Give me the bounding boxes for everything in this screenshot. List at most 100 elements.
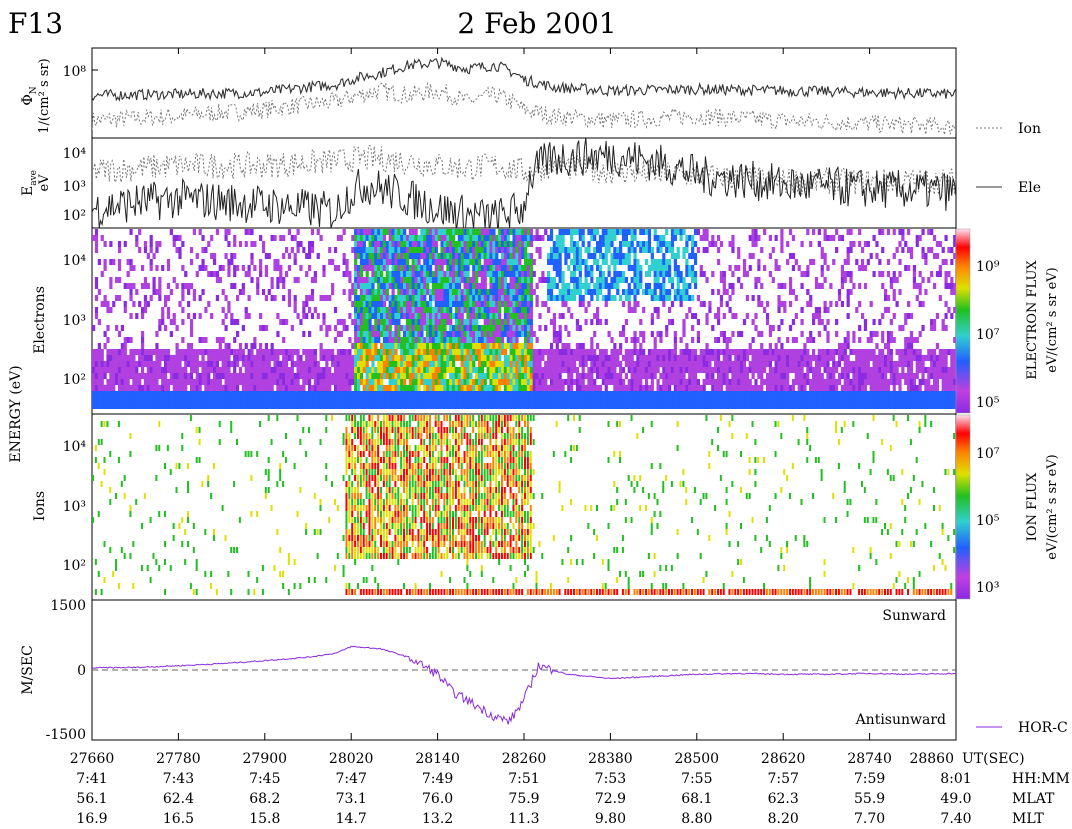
electron-flux-cell <box>123 337 127 343</box>
electron-flux-cell <box>270 379 274 385</box>
electron-flux-cell <box>388 403 392 409</box>
electron-flux-cell <box>449 247 453 253</box>
electron-flux-cell <box>823 253 827 259</box>
electron-flux-cell <box>771 325 775 331</box>
electron-flux-cell <box>486 397 490 403</box>
electron-flux-cell <box>408 289 412 295</box>
electron-flux-cell <box>227 307 231 313</box>
electron-flux-cell <box>691 385 695 391</box>
electron-flux-cell <box>463 355 467 361</box>
electron-flux-cell <box>371 265 375 271</box>
electron-flux-cell <box>688 349 692 355</box>
electron-flux-cell <box>140 265 145 271</box>
electron-flux-cell <box>129 391 133 397</box>
electron-flux-cell <box>207 379 211 385</box>
electron-flux-cell <box>598 391 603 397</box>
electron-flux-cell <box>716 385 721 391</box>
electron-flux-cell <box>172 385 176 391</box>
electron-flux-cell <box>437 403 441 409</box>
electron-flux-cell <box>325 331 329 337</box>
electron-flux-cell <box>541 277 545 283</box>
electron-flux-cell <box>411 241 415 247</box>
electron-flux-cell <box>691 325 695 331</box>
electron-flux-cell <box>400 325 404 331</box>
electron-flux-cell <box>613 343 617 349</box>
electron-flux-cell <box>621 391 626 397</box>
electron-flux-cell <box>521 325 525 331</box>
electron-flux-cell <box>659 289 663 295</box>
electron-flux-cell <box>665 295 669 301</box>
electron-flux-cell <box>524 313 528 319</box>
electron-flux-cell <box>564 397 568 403</box>
electron-flux-cell <box>800 307 804 313</box>
electron-flux-cell <box>564 343 568 349</box>
electron-flux-cell <box>774 391 778 397</box>
electron-flux-cell <box>264 349 268 355</box>
electron-flux-cell <box>394 397 398 403</box>
electron-flux-cell <box>774 349 778 355</box>
electron-flux-cell <box>452 385 456 391</box>
electron-flux-cell <box>354 307 358 313</box>
electron-flux-cell <box>236 331 240 337</box>
electron-flux-cell <box>411 307 415 313</box>
electron-flux-cell <box>181 307 185 313</box>
electron-flux-cell <box>155 349 159 355</box>
electron-flux-cell <box>619 295 623 301</box>
electron-flux-cell <box>708 403 712 409</box>
electron-flux-cell <box>94 241 99 247</box>
electron-flux-cell <box>362 355 366 361</box>
electron-flux-cell <box>336 361 340 367</box>
electron-flux-cell <box>826 235 830 241</box>
electron-flux-cell <box>382 247 387 253</box>
electron-flux-cell <box>751 391 755 397</box>
electron-flux-cell <box>526 313 531 319</box>
electron-flux-cell <box>420 379 424 385</box>
electron-flux-cell <box>460 325 464 331</box>
electron-flux-cell <box>541 391 545 397</box>
electron-flux-cell <box>572 367 577 373</box>
electron-flux-cell <box>578 259 582 265</box>
electron-flux-cell <box>771 247 775 253</box>
electron-flux-cell <box>184 361 188 367</box>
electron-flux-cell <box>391 373 395 379</box>
electron-flux-cell <box>371 271 375 277</box>
electron-flux-cell <box>783 391 787 397</box>
electron-flux-cell <box>400 343 404 349</box>
electron-flux-cell <box>466 319 470 325</box>
electron-flux-cell <box>244 373 248 379</box>
electron-flux-cell <box>457 241 461 247</box>
electron-flux-cell <box>526 289 531 295</box>
electron-flux-cell <box>754 235 758 241</box>
electron-flux-cell <box>233 367 237 373</box>
electron-flux-cell <box>146 283 150 289</box>
electron-flux-cell <box>305 367 309 373</box>
electron-flux-cell <box>558 325 562 331</box>
electron-flux-cell <box>212 271 217 277</box>
electron-flux-cell <box>777 349 781 355</box>
electron-flux-cell <box>391 337 395 343</box>
electron-flux-cell <box>377 349 381 355</box>
electron-flux-cell <box>152 289 156 295</box>
electron-flux-cell <box>313 361 317 367</box>
electron-flux-cell <box>405 247 410 253</box>
electron-flux-cell <box>397 379 401 385</box>
electron-flux-cell <box>826 337 830 343</box>
electron-flux-cell <box>812 229 816 235</box>
electron-flux-cell <box>480 253 484 259</box>
electron-flux-cell <box>158 367 162 373</box>
electron-flux-cell <box>454 259 459 265</box>
electron-flux-cell <box>521 331 525 337</box>
electron-flux-cell <box>250 403 254 409</box>
electron-flux-cell <box>411 229 415 235</box>
electron-flux-cell <box>665 397 669 403</box>
electron-flux-cell <box>619 229 623 235</box>
electron-flux-cell <box>800 241 804 247</box>
electron-flux-cell <box>227 379 231 385</box>
electron-flux-cell <box>647 349 652 355</box>
electron-flux-cell <box>639 403 643 409</box>
electron-flux-cell <box>210 253 214 259</box>
electron-flux-cell <box>400 337 404 343</box>
electron-flux-cell <box>849 241 853 247</box>
electron-flux-cell <box>742 319 747 325</box>
electron-flux-cell <box>604 385 608 391</box>
